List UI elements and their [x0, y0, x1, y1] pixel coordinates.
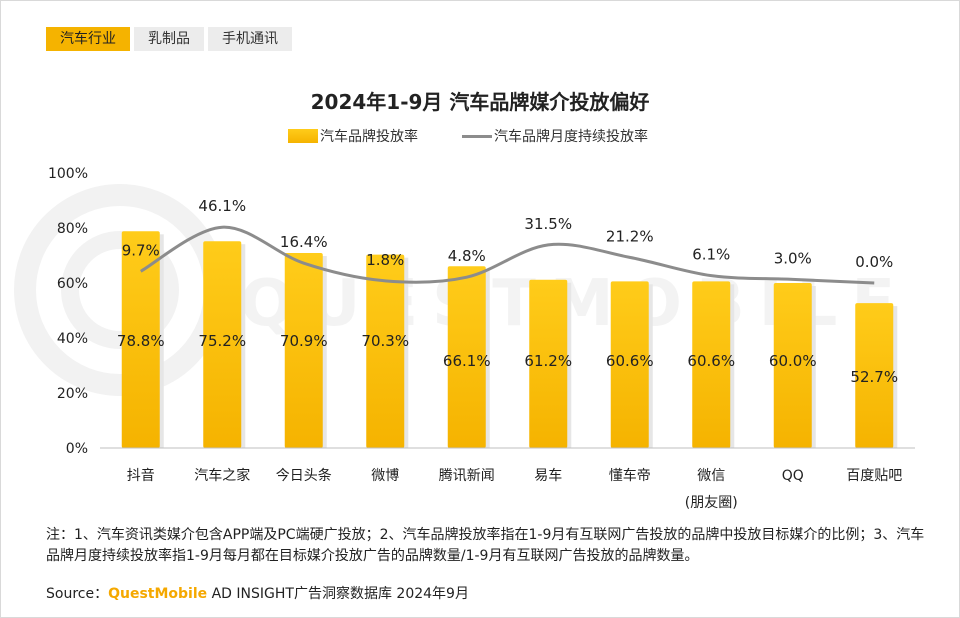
bar-value-label: 61.2%: [524, 352, 572, 370]
y-tick-label: 20%: [57, 386, 88, 402]
y-tick-label: 40%: [57, 331, 88, 347]
bar: [284, 253, 323, 448]
bar: [610, 281, 649, 448]
bar-value-label: 52.7%: [850, 368, 898, 386]
line-value-label: 46.1%: [198, 197, 246, 215]
bar-value-label: 75.2%: [198, 332, 246, 350]
x-tick-label: 汽车之家: [194, 467, 250, 484]
x-tick-label: (朋友圈): [685, 495, 738, 511]
bar: [447, 266, 486, 448]
bar: [773, 283, 812, 448]
x-tick-label: 微信: [697, 468, 725, 484]
line-value-label: 9.7%: [122, 241, 160, 259]
legend-line-label: 汽车品牌月度持续投放率: [494, 129, 648, 145]
bar-value-label: 60.0%: [769, 352, 817, 370]
x-tick-label: 今日头条: [276, 467, 332, 484]
tab-mobile-comm[interactable]: 手机通讯: [208, 27, 292, 51]
x-tick-label: QQ: [782, 468, 804, 484]
legend-line-swatch: [462, 134, 492, 138]
bar-value-label: 78.8%: [117, 332, 165, 350]
tab-dairy[interactable]: 乳制品: [134, 27, 204, 51]
line-value-label: 6.1%: [692, 246, 730, 264]
line-value-label: 3.0%: [774, 249, 812, 267]
x-tick-label: 懂车帝: [609, 467, 651, 484]
line-value-label: 21.2%: [606, 227, 654, 245]
chart-title: 2024年1-9月 汽车品牌媒介投放偏好: [310, 90, 650, 114]
bar: [855, 303, 894, 448]
x-tick-label: 抖音: [127, 467, 155, 484]
bar: [692, 281, 731, 448]
watermark-ring: [14, 184, 226, 396]
bar: [203, 241, 242, 448]
footnote: 注：1、汽车资讯类媒介包含APP端及PC端硬广投放；2、汽车品牌投放率指在1-9…: [46, 527, 925, 564]
bar-value-label: 70.9%: [280, 332, 328, 350]
bar: [529, 279, 568, 448]
x-tick-label: 易车: [534, 467, 562, 484]
watermark-ring-inner: [61, 231, 179, 349]
bar-value-label: 70.3%: [361, 332, 409, 350]
bar-value-label: 60.6%: [687, 352, 735, 370]
source-rest: AD INSIGHT广告洞察数据库 2024年9月: [207, 586, 469, 602]
legend-bar-swatch: [288, 129, 318, 143]
series-line: [140, 225, 875, 285]
line-value-label: 0.0%: [855, 253, 893, 271]
x-tick-label: 腾讯新闻: [439, 467, 495, 484]
source-brand: QuestMobile: [108, 586, 208, 602]
line-value-label: 1.8%: [366, 251, 404, 269]
tab-auto-industry[interactable]: 汽车行业: [46, 27, 130, 51]
y-tick-label: 60%: [57, 276, 88, 292]
source-prefix: Source：: [46, 586, 109, 602]
line-value-label: 4.8%: [448, 247, 486, 265]
bar: [366, 254, 405, 448]
x-tick-label: 微博: [371, 467, 399, 484]
source-line: Source：QuestMobile AD INSIGHT广告洞察数据库 202…: [46, 583, 469, 603]
y-tick-label: 0%: [66, 441, 88, 457]
y-tick-label: 80%: [57, 221, 88, 237]
bar-value-label: 60.6%: [606, 352, 654, 370]
x-tick-label: 百度贴吧: [846, 468, 902, 484]
y-tick-label: 100%: [48, 166, 88, 182]
tab-bar: 汽车行业 乳制品 手机通讯: [46, 27, 292, 51]
line-value-label: 31.5%: [524, 215, 572, 233]
line-value-label: 16.4%: [280, 233, 328, 251]
bar: [121, 231, 160, 448]
legend-bar-label: 汽车品牌投放率: [320, 129, 418, 145]
bar-value-label: 66.1%: [443, 352, 491, 370]
chart-legend: 汽车品牌投放率 汽车品牌月度持续投放率: [288, 126, 648, 146]
